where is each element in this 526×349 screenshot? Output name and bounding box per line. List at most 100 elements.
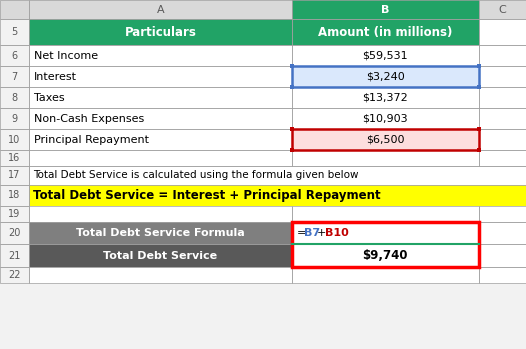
Text: B: B — [381, 5, 389, 15]
Text: Amount (in millions): Amount (in millions) — [318, 26, 452, 39]
Bar — [479, 267, 526, 283]
Text: $6,500: $6,500 — [366, 135, 404, 144]
Text: 20: 20 — [8, 228, 21, 238]
Bar — [290, 127, 294, 131]
Bar — [292, 129, 479, 150]
Bar — [0, 222, 29, 244]
Text: 18: 18 — [8, 191, 21, 200]
Bar — [29, 87, 292, 108]
Bar — [479, 108, 526, 129]
Bar — [292, 87, 479, 108]
Bar — [29, 244, 292, 267]
Bar — [0, 150, 29, 166]
Bar — [29, 19, 292, 45]
Bar — [479, 66, 526, 87]
Bar — [29, 66, 292, 87]
Bar — [29, 108, 292, 129]
Bar — [29, 206, 292, 222]
Text: Total Debt Service Formula: Total Debt Service Formula — [76, 228, 245, 238]
Bar — [0, 19, 29, 45]
Bar — [479, 206, 526, 222]
Bar — [0, 108, 29, 129]
Bar — [29, 45, 292, 66]
Bar — [0, 150, 29, 166]
Text: 7: 7 — [12, 72, 17, 82]
Text: 16: 16 — [8, 153, 21, 163]
Text: 19: 19 — [8, 209, 21, 219]
Bar — [0, 206, 29, 222]
Bar — [0, 222, 29, 244]
Text: =: = — [297, 228, 307, 238]
Bar — [0, 45, 29, 66]
Bar — [479, 150, 526, 166]
Bar — [292, 222, 479, 267]
Bar — [0, 66, 29, 87]
Bar — [29, 87, 292, 108]
Bar — [29, 185, 526, 206]
Bar — [0, 0, 29, 19]
Bar — [0, 185, 29, 206]
Bar — [479, 129, 526, 150]
Bar — [477, 64, 481, 68]
Bar — [292, 129, 479, 150]
Bar — [29, 108, 292, 129]
Bar — [29, 222, 292, 244]
Bar — [292, 206, 479, 222]
Bar — [479, 0, 526, 19]
Bar — [29, 150, 292, 166]
Bar — [479, 87, 526, 108]
Bar — [292, 66, 479, 87]
Bar — [292, 222, 479, 244]
Bar — [477, 85, 481, 89]
Bar — [29, 166, 526, 185]
Text: Total Debt Service: Total Debt Service — [104, 251, 217, 261]
Bar — [290, 64, 294, 68]
Bar — [29, 129, 292, 150]
Bar — [0, 87, 29, 108]
Bar — [0, 45, 29, 66]
Bar — [29, 150, 292, 166]
Bar — [479, 222, 526, 244]
Bar — [292, 108, 479, 129]
Bar — [292, 0, 479, 19]
Bar — [292, 66, 479, 87]
Text: Net Income: Net Income — [34, 51, 98, 61]
Bar — [292, 244, 479, 267]
Bar — [0, 129, 29, 150]
Text: Interest: Interest — [34, 72, 77, 82]
Bar — [479, 19, 526, 45]
Bar — [479, 150, 526, 166]
Bar — [292, 45, 479, 66]
Bar — [0, 19, 29, 45]
Bar — [479, 19, 526, 45]
Text: 21: 21 — [8, 251, 21, 261]
Bar — [477, 127, 481, 131]
Bar — [29, 267, 292, 283]
Text: 8: 8 — [12, 93, 17, 103]
Bar — [29, 0, 292, 19]
Text: Particulars: Particulars — [125, 26, 196, 39]
Text: +: + — [317, 228, 327, 238]
Bar — [292, 66, 479, 87]
Bar — [479, 267, 526, 283]
Bar — [292, 222, 479, 244]
Text: $59,531: $59,531 — [362, 51, 408, 61]
Bar — [479, 244, 526, 267]
Text: $3,240: $3,240 — [366, 72, 404, 82]
Bar — [479, 0, 526, 19]
Bar — [292, 19, 479, 45]
Text: Total Debt Service = Interest + Principal Repayment: Total Debt Service = Interest + Principa… — [33, 189, 381, 202]
Bar — [0, 66, 29, 87]
Bar — [0, 129, 29, 150]
Bar — [292, 267, 479, 283]
Bar — [479, 222, 526, 244]
Bar — [479, 45, 526, 66]
Text: 5: 5 — [12, 27, 17, 37]
Bar — [292, 108, 479, 129]
Bar — [0, 108, 29, 129]
Bar — [29, 66, 292, 87]
Bar — [29, 267, 292, 283]
Bar — [29, 244, 292, 267]
Bar — [0, 87, 29, 108]
Bar — [479, 129, 526, 150]
